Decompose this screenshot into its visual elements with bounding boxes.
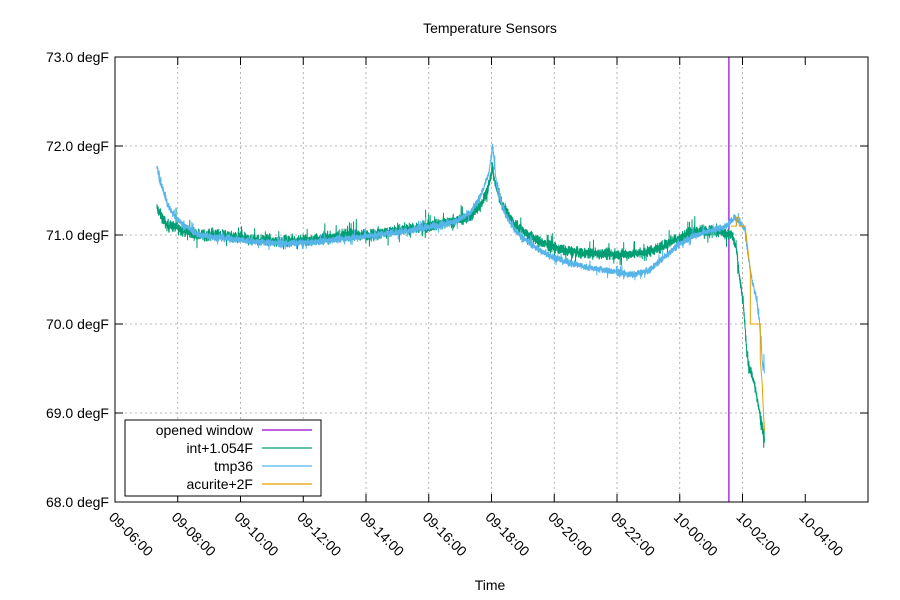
chart-title: Temperature Sensors [423, 20, 557, 36]
x-axis-label: Time [475, 577, 506, 593]
legend-item-opened-window: opened window [156, 422, 312, 438]
legend-item-tmp36: tmp36 [214, 458, 312, 474]
legend-label: int+1.054F [186, 440, 253, 456]
legend-label: tmp36 [214, 458, 253, 474]
legend-box [124, 419, 322, 497]
legend-item-acurite: acurite+2F [186, 476, 312, 492]
legend-item-int: int+1.054F [186, 440, 312, 456]
y-tick-label: 70.0 degF [46, 316, 109, 332]
y-tick-label: 72.0 degF [46, 138, 109, 154]
legend-label: acurite+2F [186, 476, 253, 492]
y-tick-label: 73.0 degF [46, 49, 109, 65]
legend: opened window int+1.054F tmp36 acurite+2… [124, 419, 322, 497]
y-tick-label: 69.0 degF [46, 405, 109, 421]
y-tick-label: 71.0 degF [46, 227, 109, 243]
y-tick-label: 68.0 degF [46, 494, 109, 510]
series-acurite-2f [731, 216, 765, 431]
legend-label: opened window [156, 422, 254, 438]
series-tmp36 [156, 143, 765, 374]
series-lines [156, 57, 765, 502]
